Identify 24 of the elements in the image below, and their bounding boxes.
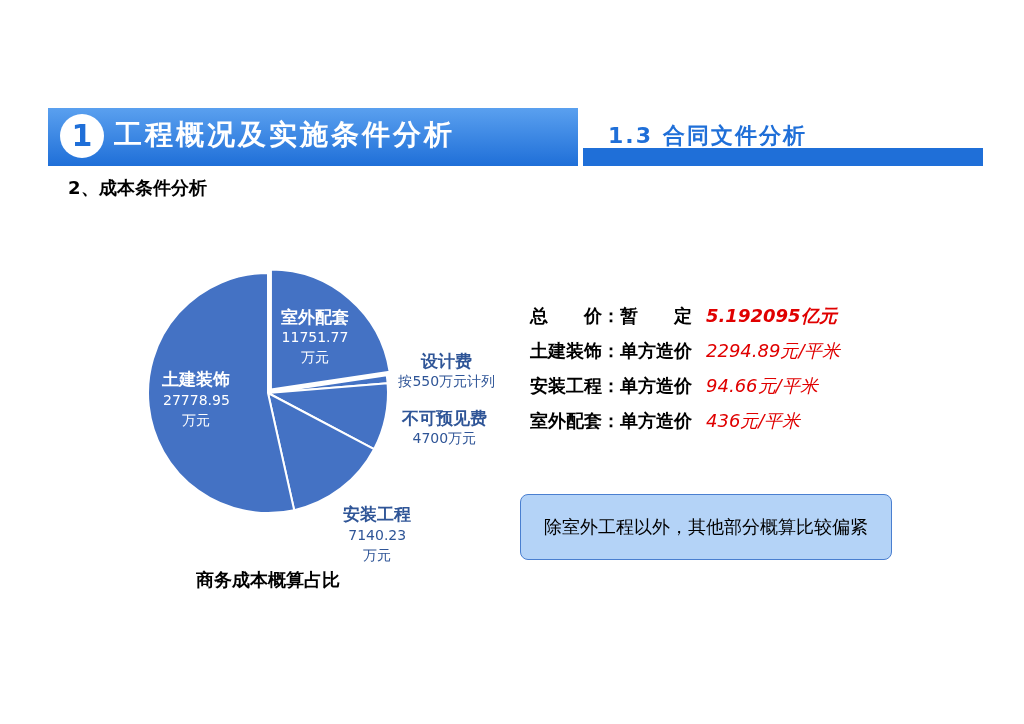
- text: 工程概况及实施条件分析: [114, 117, 455, 153]
- data-label: 27778.95 万元: [163, 391, 230, 428]
- slice-label: 室外配套: [280, 306, 349, 327]
- data-label: 11751.77 万元: [281, 329, 349, 366]
- text: 2、成本条件分析: [68, 176, 207, 200]
- text: 安装工程：单方造价: [530, 375, 692, 396]
- text: 1.3 合同文件分析: [608, 122, 807, 150]
- text: 土建装饰：单方造价: [530, 340, 692, 361]
- text: 5.192095亿元: [706, 305, 837, 326]
- slice-label: 不可预见费: [400, 407, 487, 428]
- slice-label: 设计费: [420, 350, 473, 371]
- text: 2294.89元/平米: [706, 340, 841, 361]
- text: 436元/平米: [706, 410, 801, 431]
- text: 总 价：暂 定: [530, 305, 692, 326]
- text: 商务成本概算占比: [195, 568, 341, 592]
- data-label: 7140.23 万元: [348, 526, 407, 563]
- text: 除室外工程以外，其他部分概算比较偏紧: [520, 494, 892, 560]
- text: 1: [60, 114, 104, 158]
- text: 室外配套：单方造价: [530, 410, 692, 431]
- slice-label: 安装工程: [343, 504, 412, 525]
- data-label: 4700万元: [412, 429, 477, 446]
- slice-label: 土建装饰: [161, 369, 231, 390]
- data-label: 按550万元计列: [398, 372, 496, 389]
- text: 94.66元/平米: [706, 375, 818, 396]
